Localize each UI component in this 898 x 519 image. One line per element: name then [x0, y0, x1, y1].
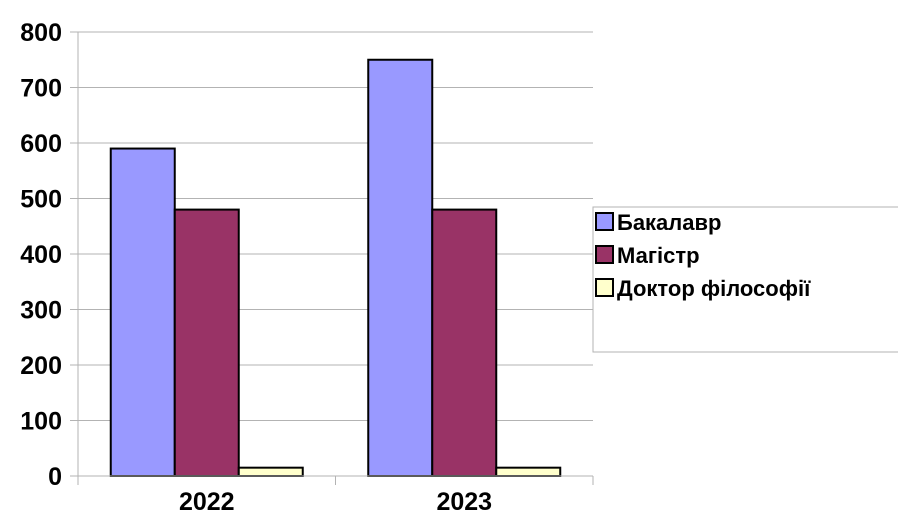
- y-tick-label: 100: [20, 408, 62, 436]
- y-tick-label: 200: [20, 352, 62, 380]
- axes: [70, 31, 594, 485]
- legend: Бакалавр Магістр Доктор філософії: [592, 206, 898, 353]
- bar: [431, 208, 498, 477]
- legend-swatch: [595, 278, 614, 297]
- y-tick-label: 700: [20, 75, 62, 103]
- bar: [173, 208, 240, 477]
- y-tick-label: 400: [20, 241, 62, 269]
- x-tick-label: 2022: [179, 488, 235, 516]
- legend-frame: [592, 206, 898, 353]
- legend-label: Доктор філософії: [617, 276, 811, 301]
- bars: [109, 58, 562, 478]
- legend-swatch: [595, 245, 614, 264]
- y-tick-label: 800: [20, 19, 62, 47]
- y-tick-label: 300: [20, 297, 62, 325]
- bar: [495, 466, 562, 477]
- x-axis-tick-labels: 2022 2023: [179, 488, 492, 516]
- legend-label: Магістр: [617, 243, 700, 268]
- legend-label: Бакалавр: [617, 210, 721, 235]
- legend-swatch: [595, 212, 614, 231]
- bar: [237, 466, 304, 477]
- legend-items: Бакалавр Магістр Доктор філософії: [595, 210, 811, 301]
- y-tick-label: 0: [48, 463, 62, 491]
- bar: [109, 147, 176, 478]
- bar: [367, 58, 434, 477]
- y-axis-tick-labels: 0 100 200 300 400 500 600 700 800: [20, 19, 62, 491]
- y-tick-label: 600: [20, 130, 62, 158]
- x-tick-label: 2023: [436, 488, 492, 516]
- y-tick-label: 500: [20, 186, 62, 214]
